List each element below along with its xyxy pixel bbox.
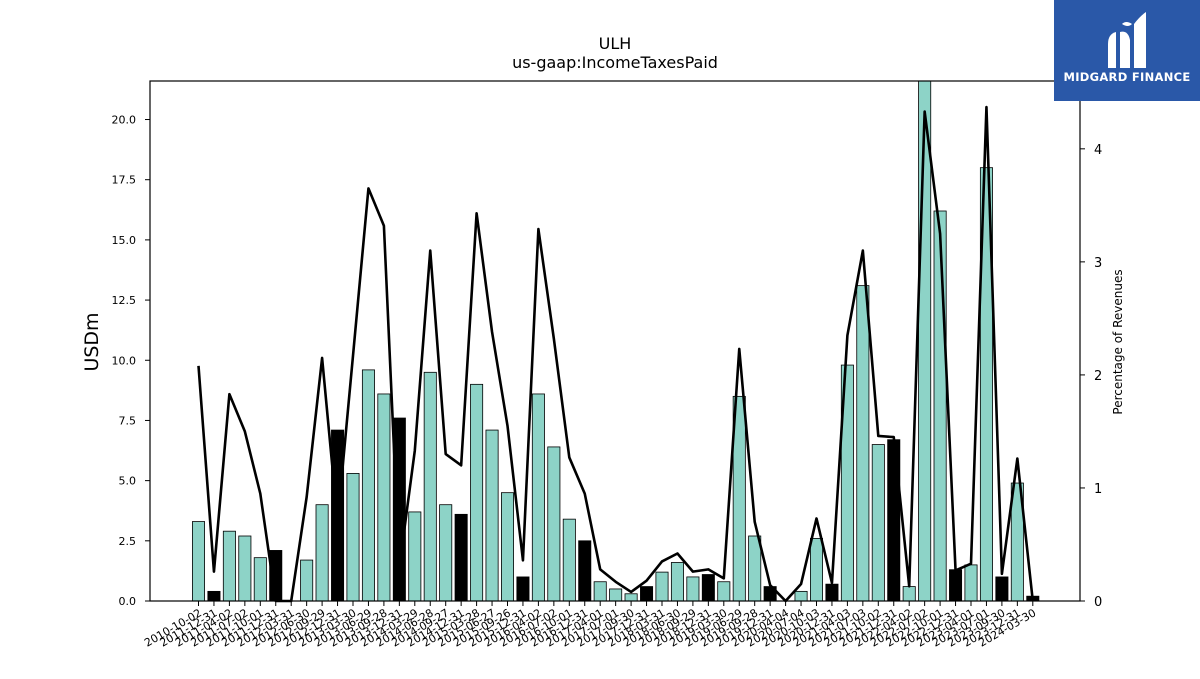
bar xyxy=(578,540,592,602)
brand-logo: MIDGARD FINANCE xyxy=(1054,0,1200,101)
bar xyxy=(531,393,545,602)
y-tick-label: 17.5 xyxy=(112,174,137,187)
bar xyxy=(408,511,422,602)
y-tick-label: 12.5 xyxy=(112,294,137,307)
bar xyxy=(794,590,808,602)
brand-name: MIDGARD FINANCE xyxy=(1063,70,1191,84)
bar xyxy=(701,574,715,602)
line-layer xyxy=(197,105,1035,603)
bar xyxy=(902,586,916,602)
bar xyxy=(624,593,638,602)
y-tick-label: 20.0 xyxy=(112,114,137,127)
bar xyxy=(454,513,468,602)
y-tick-label: 7.5 xyxy=(119,414,137,427)
bar xyxy=(315,504,329,602)
bar xyxy=(949,569,963,602)
bar xyxy=(222,530,236,602)
y-tick-label: 5.0 xyxy=(119,475,137,488)
y2-tick-label: 1 xyxy=(1094,482,1102,497)
bar xyxy=(964,564,978,602)
y-axis-label: USDm xyxy=(81,312,103,371)
bar xyxy=(191,521,205,602)
bar xyxy=(810,538,824,602)
bar xyxy=(500,492,514,602)
bar xyxy=(423,371,437,602)
bar xyxy=(933,210,947,602)
percentage-line xyxy=(197,105,1035,603)
bar xyxy=(562,518,576,602)
bar xyxy=(871,444,885,602)
bar xyxy=(547,446,561,602)
bar xyxy=(593,581,607,602)
bar xyxy=(238,535,252,602)
y2-tick-label: 4 xyxy=(1094,143,1102,158)
bar xyxy=(300,559,314,602)
bar xyxy=(207,590,221,602)
bar xyxy=(470,383,484,602)
plot-frame xyxy=(149,80,1081,602)
bar xyxy=(670,562,684,602)
axes-group: 0.02.55.07.510.012.515.017.520.001234201… xyxy=(112,80,1102,650)
bar xyxy=(346,473,360,602)
y2-tick-label: 0 xyxy=(1094,595,1102,610)
bar xyxy=(918,80,932,602)
bar xyxy=(377,393,391,602)
bar xyxy=(609,588,623,602)
bar xyxy=(655,571,669,602)
y-tick-label: 2.5 xyxy=(119,535,137,548)
y2-axis-label: Percentage of Revenues xyxy=(1111,269,1125,414)
bar xyxy=(361,369,375,602)
y-tick-label: 15.0 xyxy=(112,234,137,247)
bar xyxy=(748,535,762,602)
chart-title: ULH xyxy=(599,34,632,53)
bar xyxy=(253,557,267,602)
bar xyxy=(640,586,654,602)
bar xyxy=(995,576,1009,602)
brand-mark-icon xyxy=(1108,12,1146,69)
bar xyxy=(516,576,530,602)
bar xyxy=(717,581,731,602)
bar xyxy=(887,439,901,602)
bar xyxy=(856,285,870,602)
y-tick-label: 0.0 xyxy=(119,595,137,608)
bar xyxy=(439,504,453,602)
bar xyxy=(825,583,839,602)
y2-tick-label: 2 xyxy=(1094,369,1102,384)
y2-tick-label: 3 xyxy=(1094,256,1102,271)
bar xyxy=(686,576,700,602)
chart-subtitle: us-gaap:IncomeTaxesPaid xyxy=(512,53,718,72)
bar xyxy=(485,429,499,602)
y-tick-label: 10.0 xyxy=(112,354,137,367)
